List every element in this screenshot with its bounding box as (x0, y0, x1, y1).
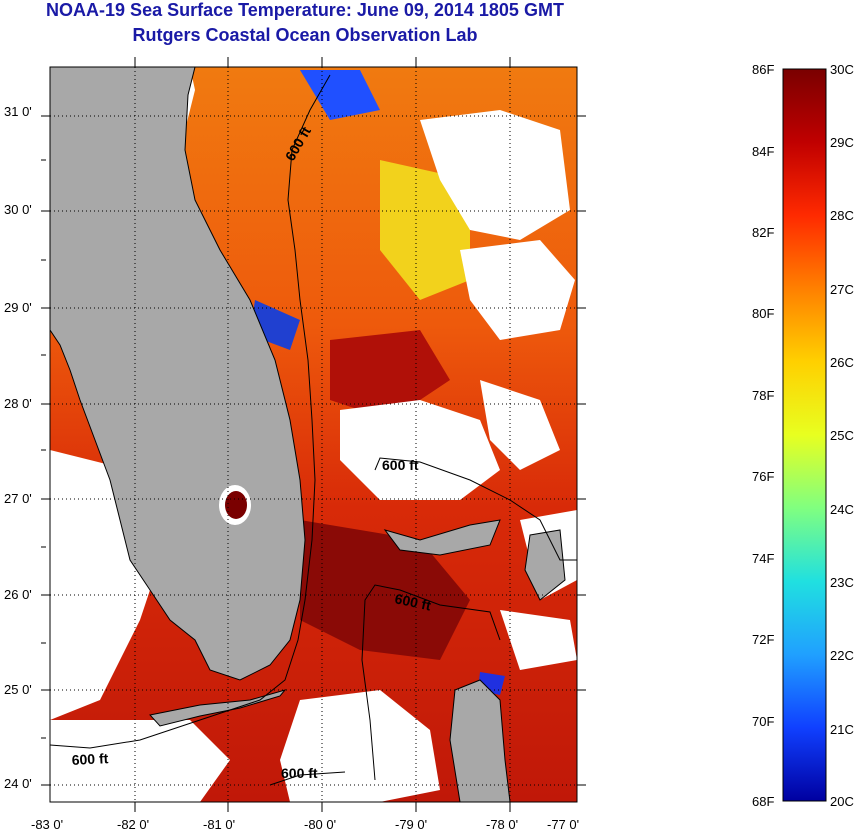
land-grand-bahama (383, 519, 501, 556)
graticule (50, 67, 577, 802)
cloud-mask (480, 380, 560, 470)
lon-label: -78 0' (486, 817, 518, 832)
lon-label: -81 0' (203, 817, 235, 832)
colorbar-c-label: 28C (830, 208, 854, 223)
colorbar-c-label: 30C (830, 62, 854, 77)
colorbar-gradient (782, 68, 827, 802)
colorbar-c-label: 27C (830, 282, 854, 297)
contour-label: 600 ft (382, 457, 419, 473)
isobath-600ft-cuba (269, 771, 346, 786)
colorbar-c-label: 22C (830, 648, 854, 663)
cloud-mask (460, 240, 575, 340)
cloud-mask (500, 610, 577, 670)
land-florida (50, 67, 306, 681)
colorbar-f-label: 74F (752, 551, 774, 566)
lat-label: 30 0' (4, 202, 32, 217)
isobath-600ft (50, 74, 331, 749)
isobath-600ft-straits (361, 584, 501, 781)
colorbar-f-label: 78F (752, 388, 774, 403)
colorbar-c-label: 25C (830, 428, 854, 443)
lon-label: -77 0' (547, 817, 579, 832)
lat-label: 27 0' (4, 491, 32, 506)
lake-okeechobee-sst (225, 491, 247, 519)
isobath-600ft-bahamas (374, 457, 577, 561)
lon-label: -83 0' (31, 817, 63, 832)
warm-patch (330, 330, 450, 420)
map-subtitle: Rutgers Coastal Ocean Observation Lab (132, 25, 478, 45)
warm-patch (300, 520, 470, 660)
cloud-mask (340, 400, 500, 500)
lat-label: 31 0' (4, 104, 32, 119)
cool-patch (380, 160, 470, 300)
colorbar-f-label: 82F (752, 225, 774, 240)
colorbar-c-label: 24C (830, 502, 854, 517)
lat-label: 24 0' (4, 776, 32, 791)
map-title: NOAA-19 Sea Surface Temperature: June 09… (46, 0, 564, 20)
colorbar-f-label: 70F (752, 714, 774, 729)
lon-label: -79 0' (395, 817, 427, 832)
contour-label: 600 ft (281, 765, 318, 781)
contour-label: 600 ft (393, 590, 432, 613)
lat-label: 28 0' (4, 396, 32, 411)
lat-label: 26 0' (4, 587, 32, 602)
axis-ticks (41, 57, 586, 812)
colorbar-f-label: 86F (752, 62, 774, 77)
colorbar-c-label: 23C (830, 575, 854, 590)
map-frame (49, 66, 578, 803)
lon-label: -80 0' (304, 817, 336, 832)
land-andros (449, 679, 511, 802)
colorbar-f-label: 72F (752, 632, 774, 647)
colorbar-c-label: 26C (830, 355, 854, 370)
cloud-mask (50, 720, 230, 802)
colorbar-f-label: 68F (752, 794, 774, 809)
lon-label: -82 0' (117, 817, 149, 832)
lat-label: 29 0' (4, 300, 32, 315)
land-abaco (524, 529, 566, 601)
colorbar-c-label: 21C (830, 722, 854, 737)
colorbar-c-label: 29C (830, 135, 854, 150)
cool-patch (300, 70, 380, 120)
colorbar-f-label: 76F (752, 469, 774, 484)
contour-label: 600 ft (71, 750, 109, 768)
colorbar-f-label: 80F (752, 306, 774, 321)
cloud-mask (420, 110, 570, 240)
colorbar-c-label: 20C (830, 794, 854, 809)
colorbar-f-label: 84F (752, 144, 774, 159)
lat-label: 25 0' (4, 682, 32, 697)
keys-islands (149, 689, 287, 727)
